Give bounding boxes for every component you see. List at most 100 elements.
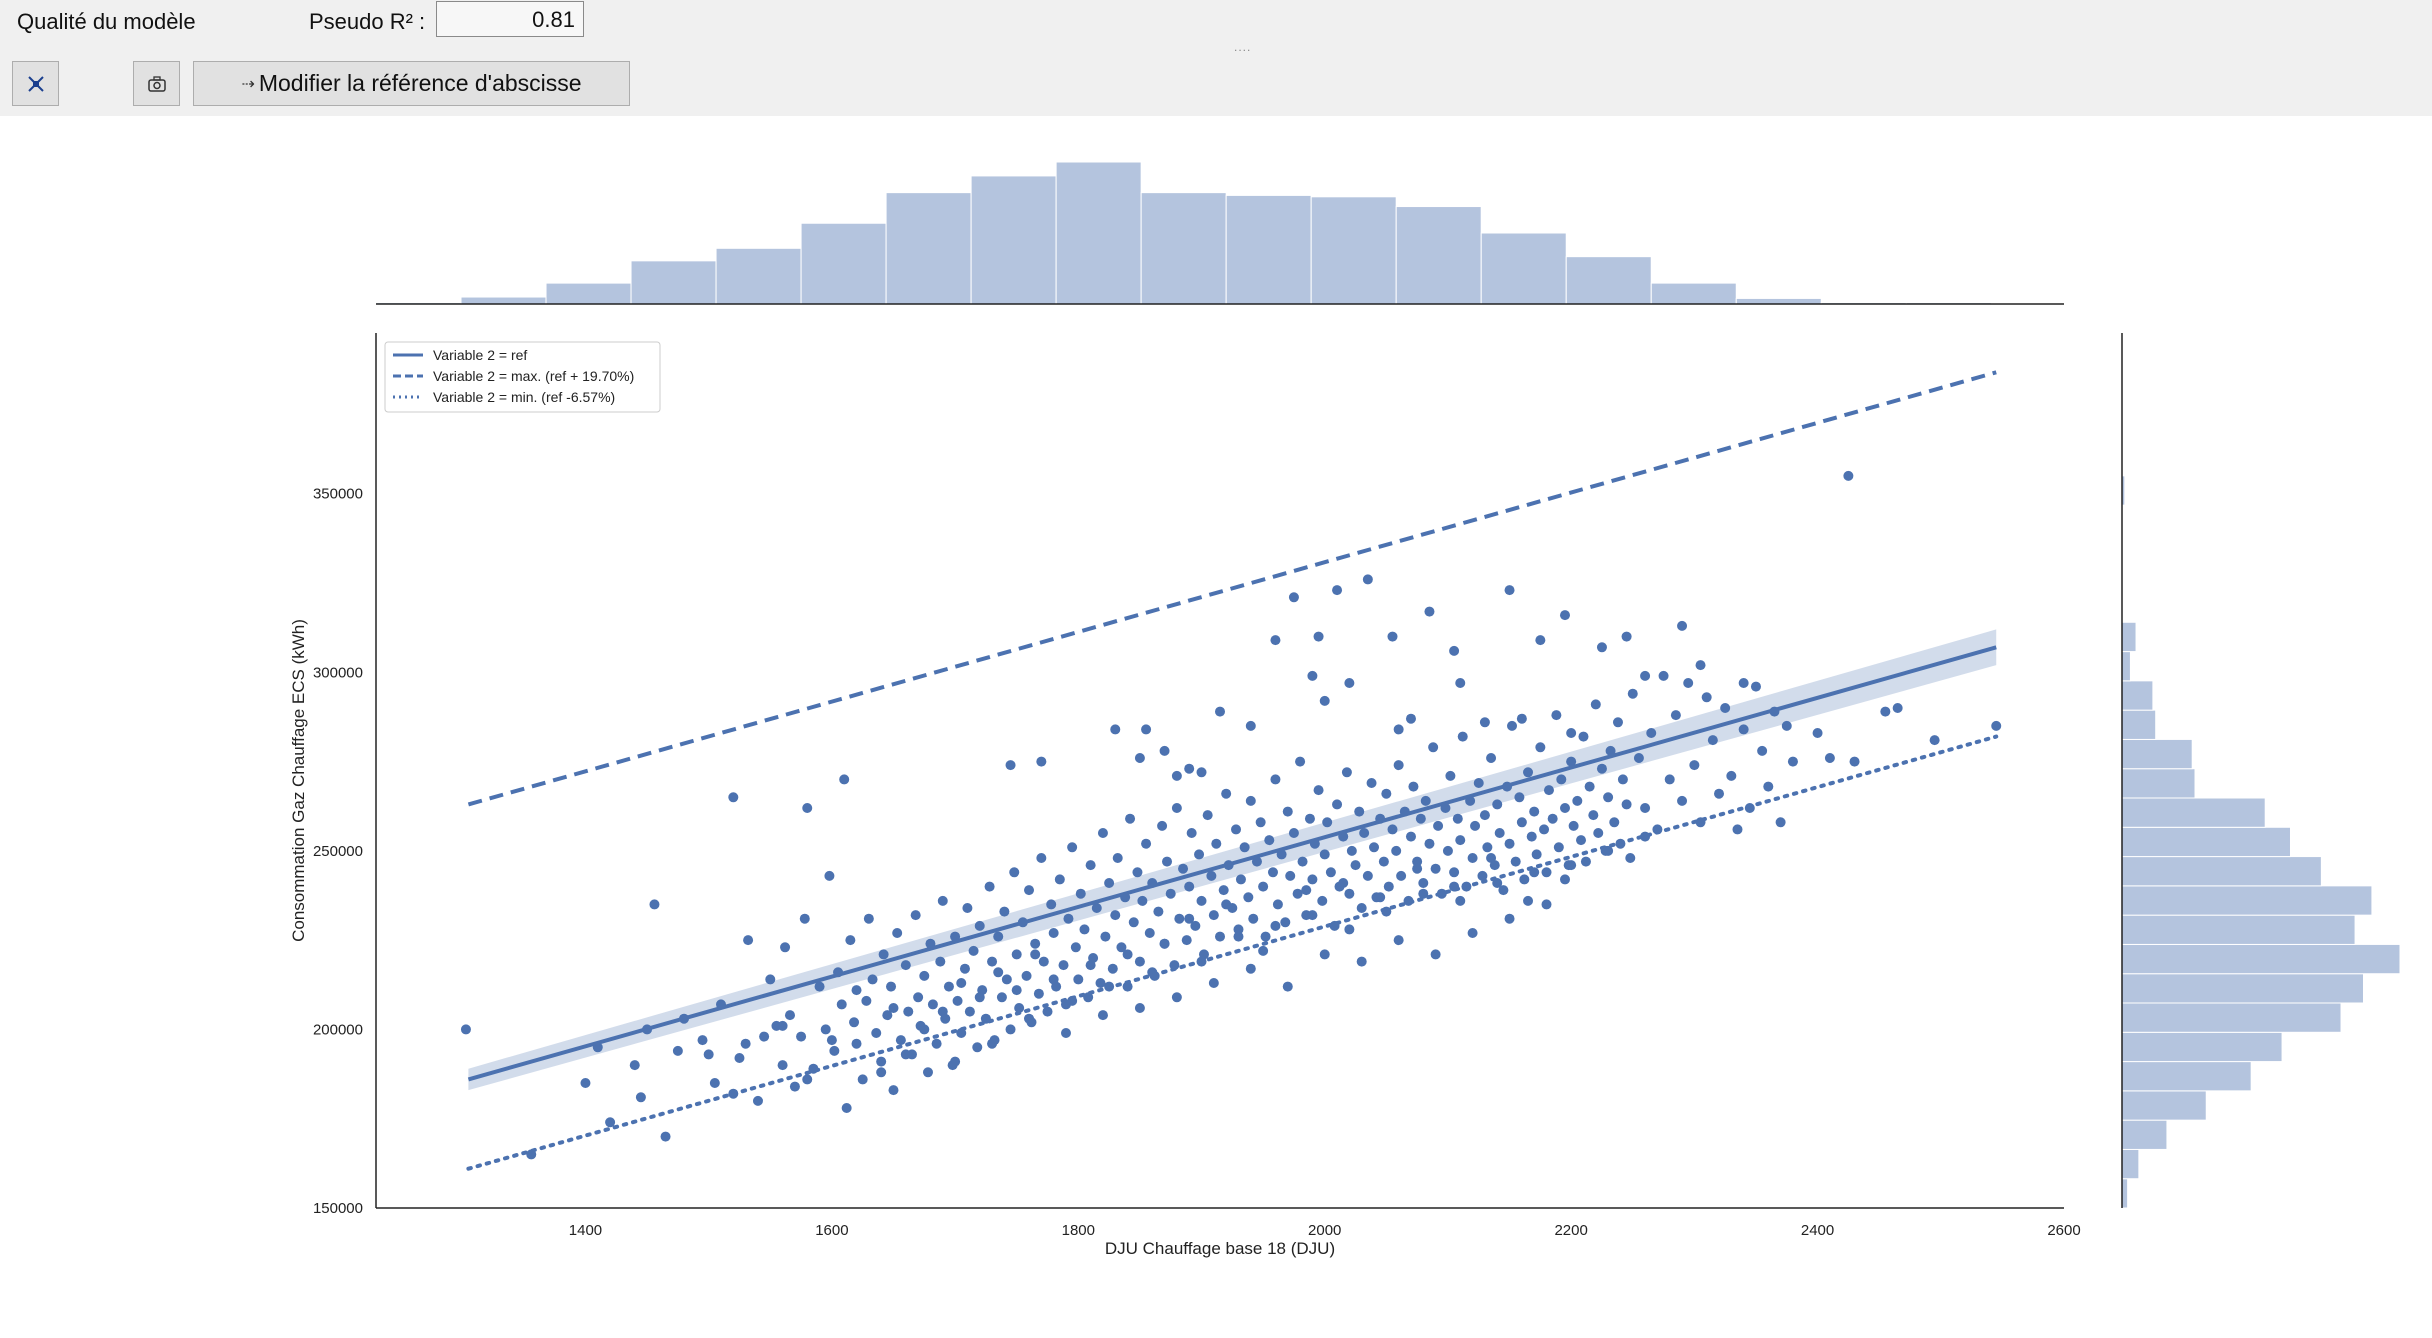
fit-view-button[interactable]	[12, 61, 59, 106]
scatter-point	[1781, 720, 1792, 731]
scatter-point	[1479, 717, 1490, 728]
scatter-point	[1486, 853, 1497, 863]
scatter-point	[1282, 806, 1293, 817]
scatter-point	[1621, 799, 1632, 810]
y-marginal-histogram	[2121, 333, 2401, 1209]
scatter-point	[1572, 795, 1583, 806]
scatter-point	[1405, 831, 1416, 842]
scatter-point	[1211, 838, 1222, 849]
histogram-bar	[2121, 709, 2157, 740]
histogram-bar	[2121, 943, 2401, 975]
scatter-point	[1091, 903, 1102, 913]
scatter-point	[1215, 706, 1225, 717]
scatter-point	[892, 928, 903, 938]
pseudo-r2-label: Pseudo R² :	[309, 9, 426, 34]
scatter-point	[1248, 913, 1259, 924]
scatter-point	[1362, 574, 1373, 585]
x-tick-label: 2200	[1554, 1222, 1587, 1239]
scatter-point	[740, 1038, 751, 1049]
scatter-point	[1042, 1006, 1053, 1017]
scatter-point	[964, 1006, 975, 1017]
scatter-point	[1504, 913, 1515, 924]
scatter-point	[1541, 867, 1552, 878]
scatter-point	[1116, 942, 1127, 953]
scatter-point	[1112, 853, 1123, 863]
scatter-point	[1005, 1024, 1016, 1035]
scatter-point	[1036, 756, 1047, 767]
scatter-point	[863, 913, 874, 924]
scatter-point	[1264, 835, 1275, 846]
scatter-point	[1243, 892, 1254, 903]
legend-label: Variable 2 = max. (ref + 19.70%)	[433, 368, 634, 384]
scatter-point	[888, 1003, 899, 1013]
scatter-point	[1048, 974, 1059, 985]
scatter-point	[1272, 899, 1283, 910]
scatter-point	[1433, 820, 1444, 831]
scatter-point	[1566, 756, 1577, 767]
scatter-point	[1233, 931, 1244, 942]
scatter-point	[1162, 856, 1173, 867]
scatter-point	[1603, 792, 1614, 803]
scatter-point	[1030, 938, 1041, 949]
scatter-point	[962, 903, 973, 913]
scatter-point	[1319, 695, 1330, 706]
scatter-point	[1391, 845, 1402, 856]
scatter-point	[1535, 742, 1546, 753]
scatter-point	[1547, 813, 1558, 824]
scatter-point	[1258, 881, 1269, 892]
scatter-point	[1812, 728, 1823, 738]
y-tick-label: 350000	[313, 486, 363, 503]
scatter-point	[605, 1117, 616, 1128]
scatter-point	[1178, 863, 1189, 874]
scatter-point	[996, 992, 1007, 1003]
x-marginal-histogram	[375, 161, 2064, 305]
scatter-point	[1455, 678, 1466, 688]
scatter-point	[959, 963, 970, 974]
scatter-point	[1319, 949, 1330, 960]
scatter-point	[1412, 863, 1423, 874]
histogram-bar	[1565, 256, 1652, 305]
camera-icon	[147, 75, 166, 92]
scatter-point	[1455, 835, 1466, 846]
scatter-point	[784, 1010, 795, 1021]
scatter-point	[1322, 817, 1333, 828]
scatter-point	[993, 931, 1004, 942]
regression-lines	[466, 370, 1999, 1171]
pseudo-r2-field[interactable]: 0.81	[436, 1, 584, 37]
scatter-point	[1504, 585, 1515, 596]
scatter-point	[1159, 745, 1170, 756]
scatter-point	[952, 995, 963, 1006]
scatter-point	[1689, 760, 1700, 771]
scatter-point	[910, 910, 921, 921]
scatter-point	[1313, 631, 1324, 642]
scatter-point	[1393, 724, 1404, 735]
scatter-point	[841, 1103, 852, 1113]
scatter-point	[1190, 920, 1201, 931]
scatter-point	[1005, 760, 1016, 771]
splitter-handle[interactable]: ....	[1234, 40, 1252, 54]
scatter-point	[1292, 888, 1303, 899]
scatter-point	[1054, 874, 1065, 885]
screenshot-button[interactable]	[133, 61, 180, 106]
histogram-bar	[1480, 232, 1567, 305]
scatter-point	[1381, 788, 1392, 799]
scatter-point	[1383, 881, 1394, 892]
scatter-point	[851, 985, 862, 996]
scatter-point	[1612, 717, 1623, 728]
scatter-point	[1258, 945, 1269, 956]
scatter-point	[987, 956, 998, 967]
scatter-point	[752, 1095, 763, 1106]
scatter-point	[1707, 735, 1718, 746]
scatter-point	[849, 1017, 860, 1028]
modify-abscissa-reference-button[interactable]: ⇢ Modifier la référence d'abscisse	[193, 61, 630, 106]
scatter-point	[878, 949, 889, 960]
scatter-point	[728, 792, 739, 803]
scatter-point	[1732, 824, 1743, 835]
scatter-point	[836, 999, 847, 1010]
scatter-point	[1504, 838, 1515, 849]
scatter-point	[1787, 756, 1798, 767]
histogram-bar	[2121, 651, 2131, 682]
x-tick-label: 1400	[569, 1222, 602, 1239]
scatter-point	[1332, 799, 1343, 810]
scatter-point	[1621, 631, 1632, 642]
